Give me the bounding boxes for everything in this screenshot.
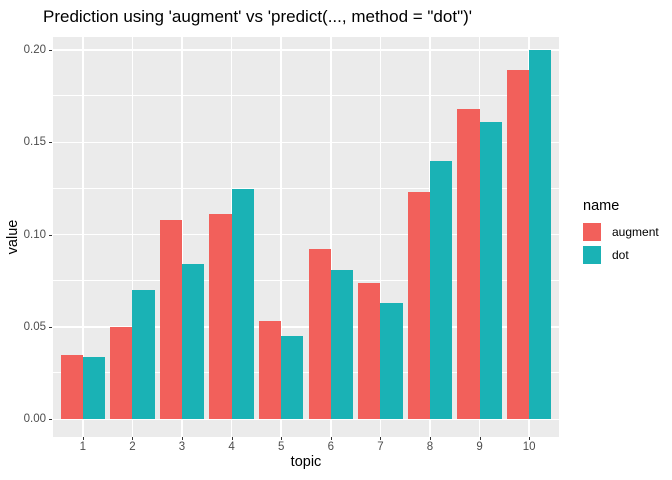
x-tick-label: 7 [377,441,384,453]
x-tick-mark [82,437,84,440]
bar-dot-topic-9 [479,122,502,420]
bar-dot-topic-4 [231,188,254,420]
grid-horizontal-major [53,418,559,421]
grid-horizontal-minor [53,187,559,189]
grid-vertical-major [379,37,382,437]
y-tick-label: 0.10 [23,228,46,241]
x-tick-label: 8 [426,441,434,453]
bar-augment-topic-4 [209,214,232,420]
x-tick-mark [380,437,382,440]
y-tick-label: 0.20 [23,44,46,57]
bar-augment-topic-7 [358,282,381,420]
bar-augment-topic-3 [159,219,182,420]
bar-dot-topic-5 [281,336,304,420]
grid-horizontal-major [53,141,559,144]
bar-dot-topic-10 [529,50,552,420]
legend-swatch-dot [583,246,601,264]
bar-augment-topic-10 [506,70,530,420]
x-tick-mark [330,437,332,440]
x-tick-mark [231,437,233,440]
grid-horizontal-minor [53,372,559,374]
grid-vertical-major [181,37,183,437]
x-axis-title: topic [290,454,322,470]
legend-item-dot: dot [583,246,629,264]
y-tick-label: 0.05 [23,321,46,333]
y-tick-mark [49,234,52,236]
legend-title: name [583,198,620,214]
grid-vertical-major [82,37,84,437]
grid-horizontal-major [53,49,559,51]
y-tick-mark [49,419,52,421]
x-tick-label: 10 [522,441,536,453]
legend-label: augment [612,225,659,239]
grid-horizontal-minor [53,279,559,281]
x-tick-label: 9 [476,441,483,453]
x-tick-mark [529,437,531,440]
bar-augment-topic-2 [110,327,133,420]
y-tick-label: 0.15 [23,136,46,149]
grid-horizontal-minor [53,95,559,97]
legend-items: augment dot [583,223,659,264]
y-tick-label: 0.00 [23,413,46,426]
bar-augment-topic-1 [60,354,83,420]
grid-horizontal-major [53,233,559,236]
legend-item-augment: augment [583,223,659,241]
x-tick-mark [430,437,431,440]
grid-horizontal-major [53,326,559,328]
grid-vertical-major [280,37,282,437]
grid-vertical-major [330,37,332,437]
legend: name augment dot [583,198,659,269]
y-tick-mark [49,142,52,144]
chart-title: Prediction using 'augment' vs 'predict(.… [43,7,473,26]
x-tick-label: 3 [178,441,186,453]
bar-dot-topic-2 [132,290,155,420]
x-tick-mark [182,437,183,440]
x-tick-label: 2 [129,441,136,453]
x-tick-label: 6 [327,441,334,453]
x-tick-mark [281,437,283,440]
bar-augment-topic-5 [258,321,282,420]
x-tick-label: 5 [277,441,285,453]
x-tick-label: 1 [79,441,86,453]
bar-augment-topic-8 [407,192,430,420]
legend-label: dot [612,248,629,262]
x-tick-mark [132,437,134,440]
y-tick-mark [49,50,52,52]
bar-augment-topic-6 [308,249,331,420]
x-tick-mark [479,437,481,440]
bar-dot-topic-7 [380,303,403,420]
bar-dot-topic-1 [82,356,106,420]
bar-augment-topic-9 [457,109,480,420]
x-tick-label: 4 [228,441,235,453]
legend-swatch-augment [583,223,601,241]
bar-dot-topic-8 [430,160,453,420]
bar-dot-topic-3 [182,264,205,420]
bar-dot-topic-6 [330,269,354,420]
plot-panel [53,37,559,437]
y-tick-mark [49,327,52,328]
grid-vertical-major [131,37,134,437]
